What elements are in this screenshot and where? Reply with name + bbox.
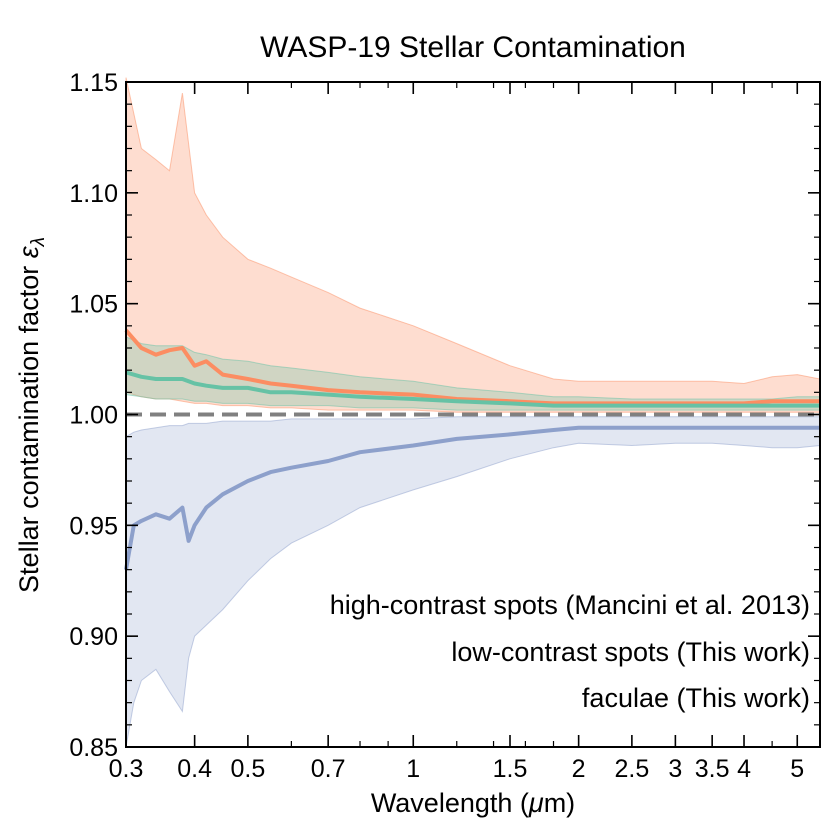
x-tick-label: 1	[406, 755, 420, 783]
x-tick-label: 3	[668, 755, 682, 783]
y-tick-label: 1.10	[69, 180, 118, 208]
series-lines	[124, 328, 820, 571]
axis-tick-labels: 0.85 0.90 0.95 1.00 1.05 1.10 1.15 0.3 0.4 0.5 0.7…	[69, 69, 804, 783]
x-tick-label: 0.7	[311, 755, 346, 783]
x-tick-label: 1.5	[493, 755, 528, 783]
x-axis-label-unit: m)	[544, 788, 575, 818]
y-axis-label-subscript: λ	[28, 237, 49, 247]
x-axis-label-main: Wavelength (	[371, 788, 529, 818]
x-tick-label: 2	[572, 755, 586, 783]
y-tick-label: 0.90	[69, 623, 118, 651]
x-tick-label: 5	[790, 755, 804, 783]
y-axis-label: Stellar contamination factor ελ	[14, 237, 49, 593]
y-tick-label: 1.00	[69, 402, 118, 430]
series-line-2	[124, 425, 820, 571]
x-axis-label: Wavelength (μm)	[371, 788, 575, 818]
y-axis-label-main: Stellar contamination factor	[14, 258, 44, 593]
y-tick-label: 1.15	[69, 69, 118, 97]
legend-entry-high-contrast: high-contrast spots (Mancini et al. 2013…	[330, 590, 810, 620]
series-line-0	[124, 328, 820, 406]
series-line-1	[125, 370, 820, 408]
y-axis-label-epsilon: ε	[14, 245, 44, 258]
chart-title: WASP-19 Stellar Contamination	[260, 31, 686, 64]
x-axis-label-mu: μ	[528, 788, 544, 818]
x-tick-label: 0.5	[230, 755, 265, 783]
y-tick-label: 0.85	[69, 734, 118, 762]
y-tick-label: 1.05	[69, 291, 118, 319]
legend-entry-low-contrast: low-contrast spots (This work)	[451, 637, 810, 667]
y-tick-label: 0.95	[69, 512, 118, 540]
x-tick-label: 0.4	[177, 755, 212, 783]
x-tick-label: 4	[737, 755, 751, 783]
legend-entry-faculae: faculae (This work)	[582, 683, 810, 713]
x-tick-label: 3.5	[695, 755, 730, 783]
x-tick-label: 2.5	[614, 755, 649, 783]
axis-ticks	[125, 81, 820, 748]
x-tick-label: 0.3	[109, 755, 144, 783]
